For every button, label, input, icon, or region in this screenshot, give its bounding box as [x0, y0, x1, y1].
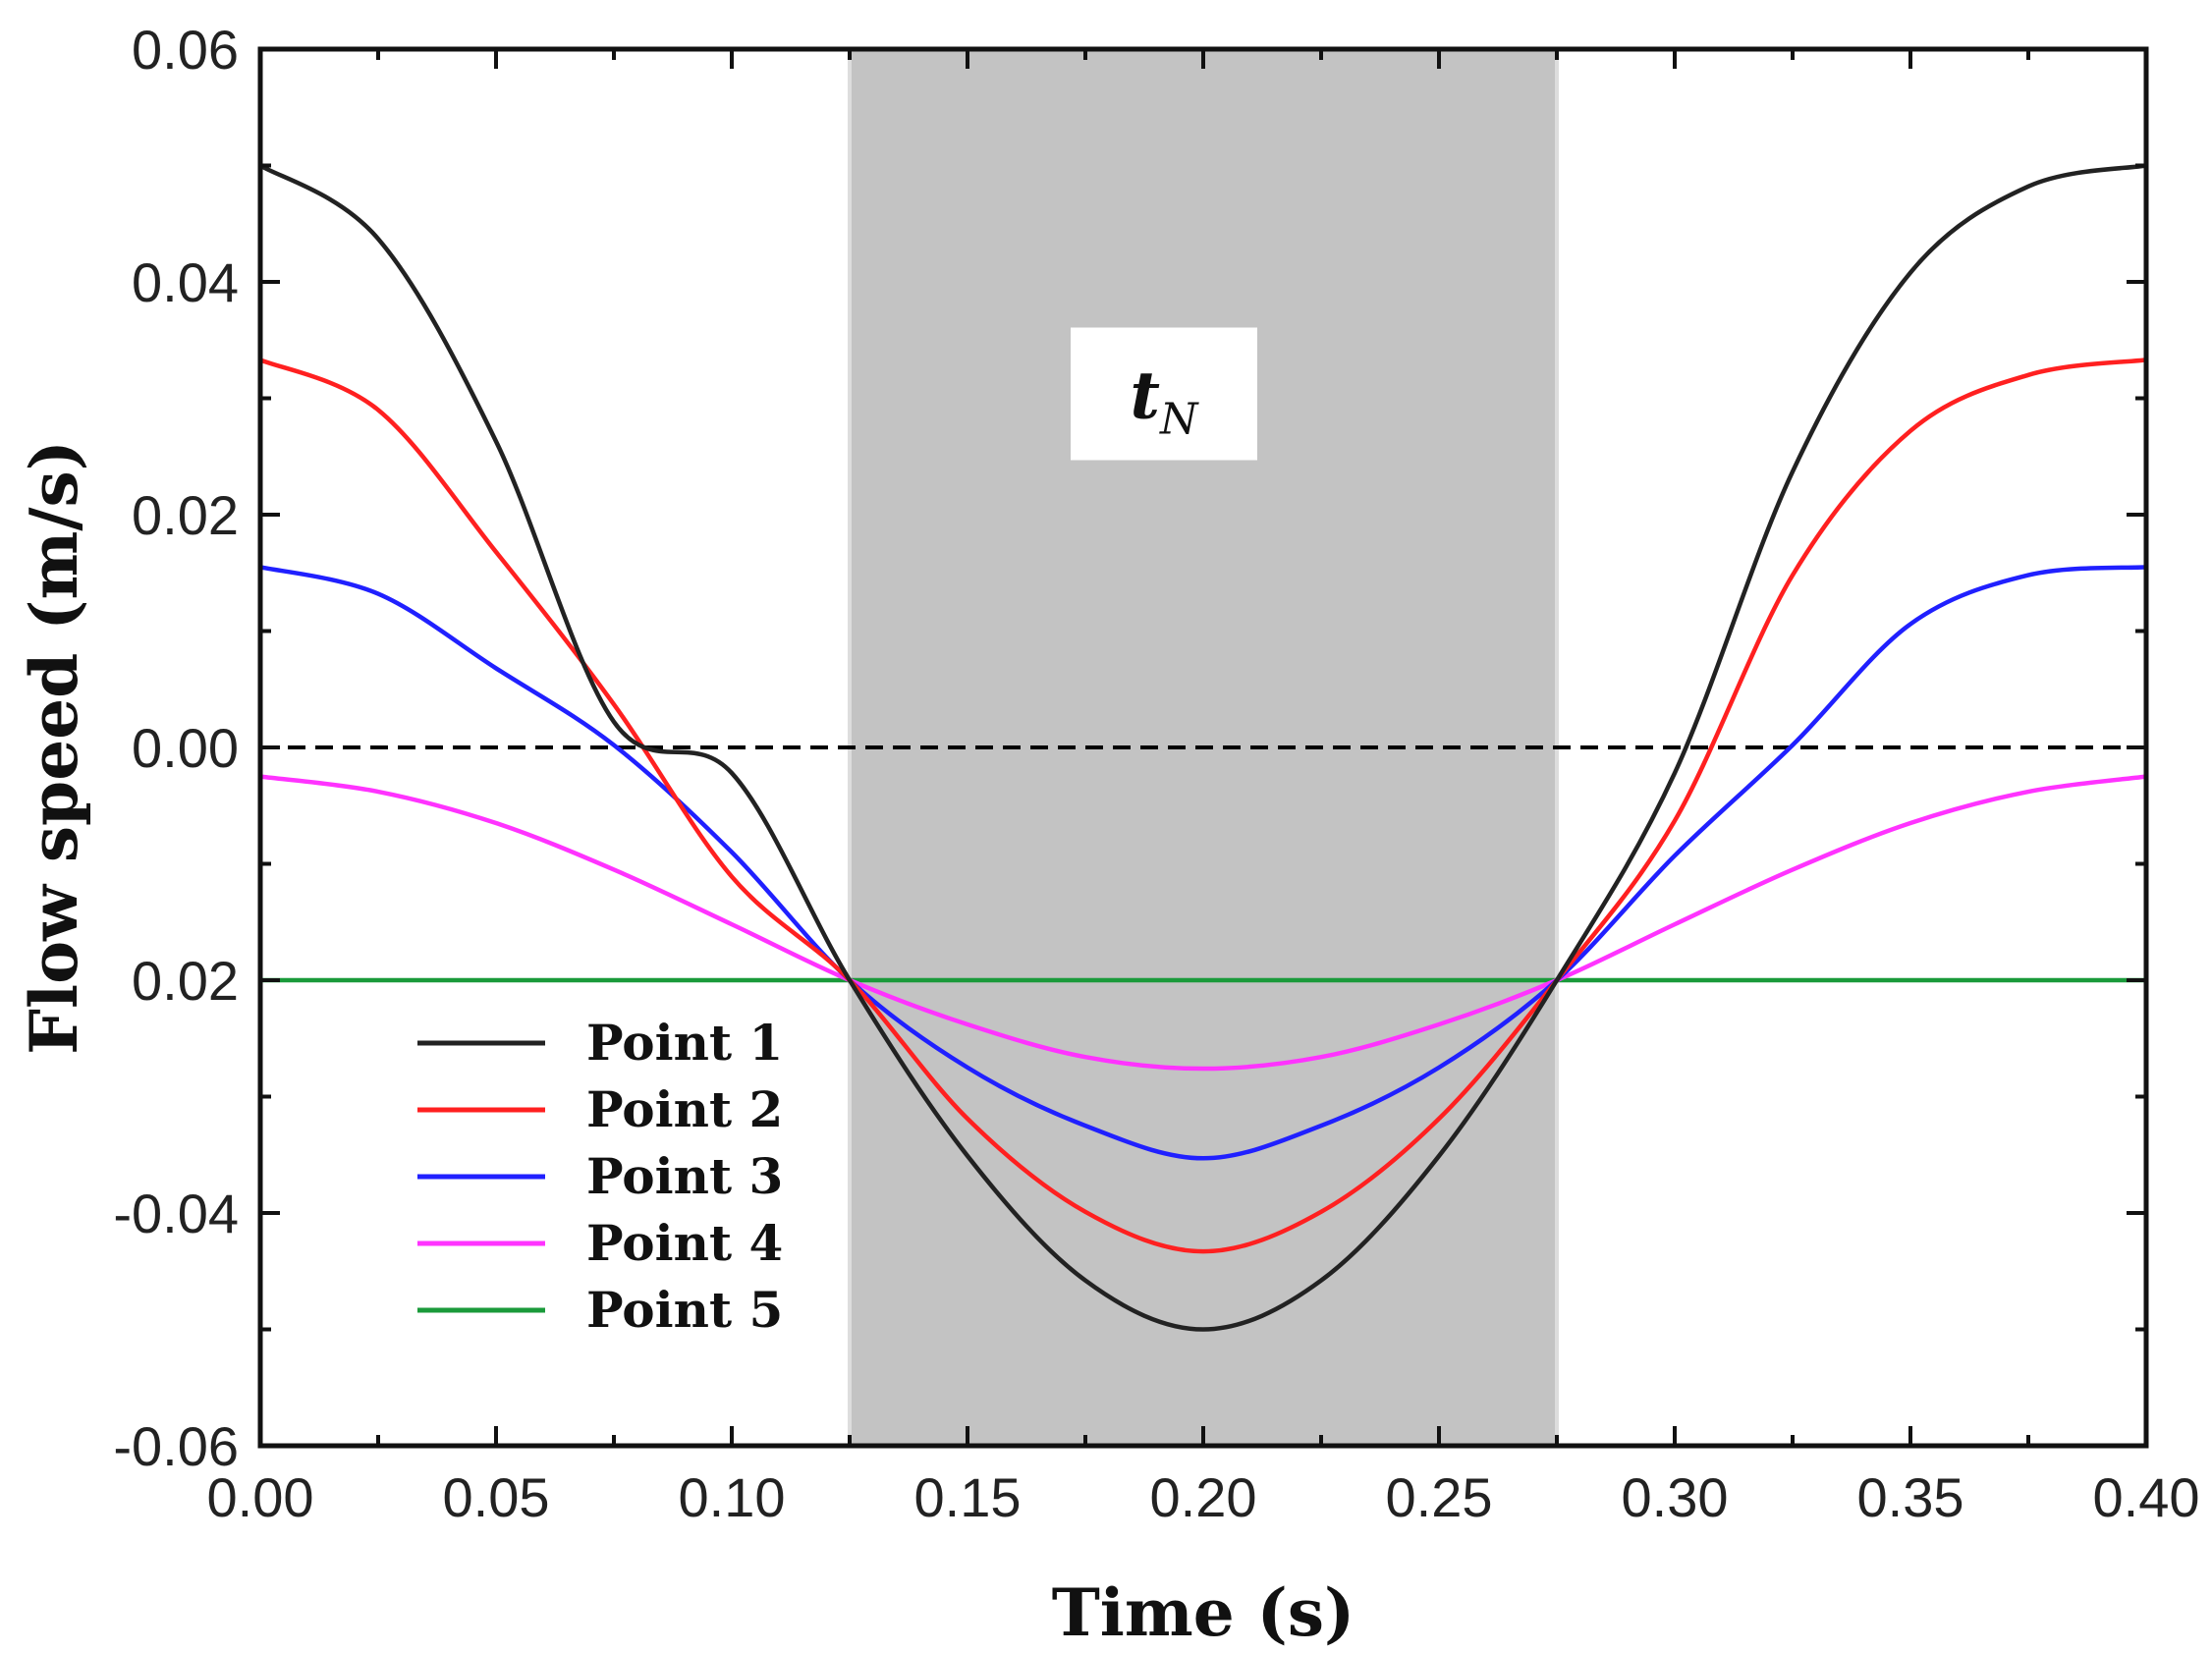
legend-label-point-1: Point 1	[586, 1014, 783, 1072]
series-layer	[257, 163, 2149, 1332]
series-line-point-1	[257, 163, 2149, 1332]
legend-label-point-5: Point 5	[586, 1281, 783, 1339]
series-line-point-4	[257, 774, 2149, 1072]
x-tick-label: 0.30	[1622, 1466, 1729, 1528]
y-tick-label: -0.04	[113, 1183, 239, 1244]
y-tick-label: -0.06	[113, 1415, 239, 1477]
y-tick-labels: 0.06 0.04 0.02 0.00 0.02 -0.04 -0.06	[113, 19, 239, 1477]
y-axis-title: Flow speed (m/s)	[16, 440, 92, 1055]
y-tick-label: 0.06	[132, 19, 239, 81]
legend: Point 1 Point 2 Point 3 Point 4 Point 5	[417, 1014, 783, 1339]
x-tick-label: 0.40	[2093, 1466, 2200, 1528]
y-tick-label: 0.02	[132, 484, 239, 546]
series-line-point-3	[257, 565, 2149, 1161]
x-tick-label: 0.00	[207, 1466, 314, 1528]
x-tick-label: 0.10	[679, 1466, 786, 1528]
legend-label-point-3: Point 3	[586, 1147, 783, 1205]
legend-label-point-4: Point 4	[586, 1214, 783, 1272]
y-tick-label: 0.00	[132, 717, 239, 779]
x-tick-label: 0.15	[914, 1466, 1022, 1528]
annotation-box	[1071, 327, 1257, 461]
y-tick-label: 0.04	[132, 251, 239, 313]
ticks-layer	[258, 47, 2148, 1448]
x-axis-title: Time (s)	[1052, 1574, 1355, 1651]
x-tick-label: 0.25	[1386, 1466, 1493, 1528]
y-tick-label: 0.02	[132, 950, 239, 1012]
x-tick-label: 0.35	[1857, 1466, 1964, 1528]
tn-annotation: tN	[1071, 327, 1257, 461]
x-tick-label: 0.05	[443, 1466, 550, 1528]
x-tick-label: 0.20	[1150, 1466, 1257, 1528]
x-tick-labels: 0.00 0.05 0.10 0.15 0.20 0.25 0.30 0.35 0.40	[207, 1466, 2200, 1528]
legend-label-point-2: Point 2	[586, 1080, 783, 1138]
annotation-subscript: N	[1159, 395, 1199, 445]
annotation-main: t	[1131, 358, 1161, 434]
annotation-label: tN	[1131, 358, 1200, 445]
